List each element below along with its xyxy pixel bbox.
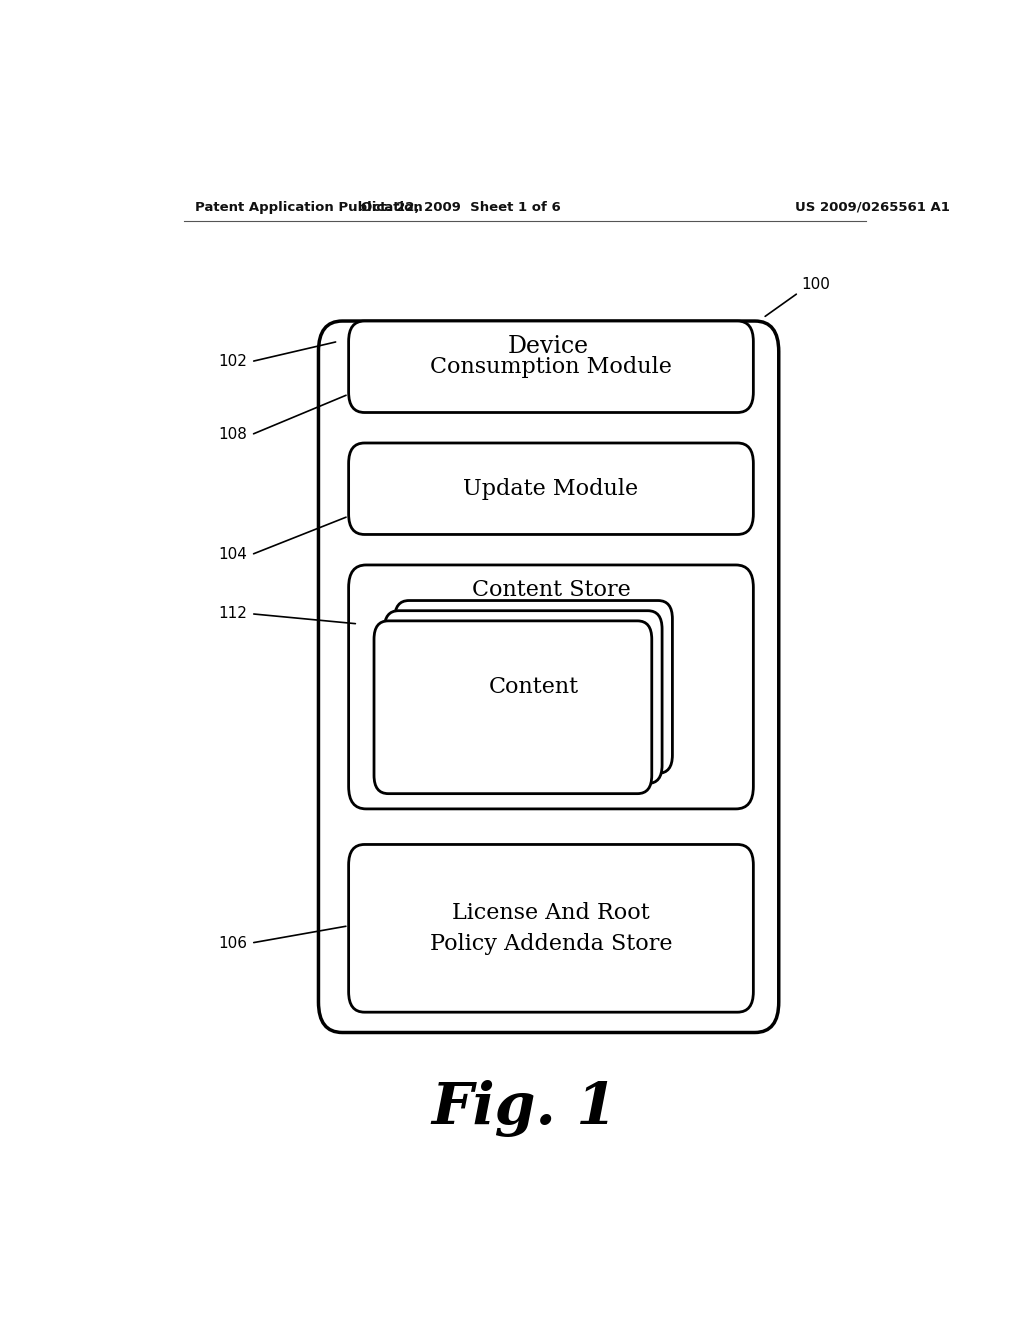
Text: US 2009/0265561 A1: US 2009/0265561 A1: [795, 201, 949, 214]
Text: Device: Device: [508, 335, 589, 358]
Text: 100: 100: [801, 277, 829, 292]
FancyBboxPatch shape: [318, 321, 778, 1032]
FancyBboxPatch shape: [394, 601, 673, 774]
Text: License And Root
Policy Addenda Store: License And Root Policy Addenda Store: [430, 902, 672, 954]
Text: Consumption Module: Consumption Module: [430, 356, 672, 378]
Text: Oct. 22, 2009  Sheet 1 of 6: Oct. 22, 2009 Sheet 1 of 6: [361, 201, 561, 214]
Text: 104: 104: [218, 548, 247, 562]
Text: Fig. 1: Fig. 1: [432, 1080, 617, 1138]
FancyBboxPatch shape: [384, 611, 663, 784]
Text: Update Module: Update Module: [464, 478, 639, 500]
FancyBboxPatch shape: [348, 565, 754, 809]
Text: Content Store: Content Store: [472, 579, 631, 602]
Text: 112: 112: [218, 606, 247, 622]
Text: 108: 108: [218, 428, 247, 442]
Text: 102: 102: [218, 354, 247, 370]
Text: Patent Application Publication: Patent Application Publication: [196, 201, 423, 214]
FancyBboxPatch shape: [374, 620, 651, 793]
Text: 106: 106: [218, 936, 247, 950]
Text: Content: Content: [488, 676, 579, 698]
FancyBboxPatch shape: [348, 444, 754, 535]
FancyBboxPatch shape: [348, 845, 754, 1012]
FancyBboxPatch shape: [348, 321, 754, 412]
